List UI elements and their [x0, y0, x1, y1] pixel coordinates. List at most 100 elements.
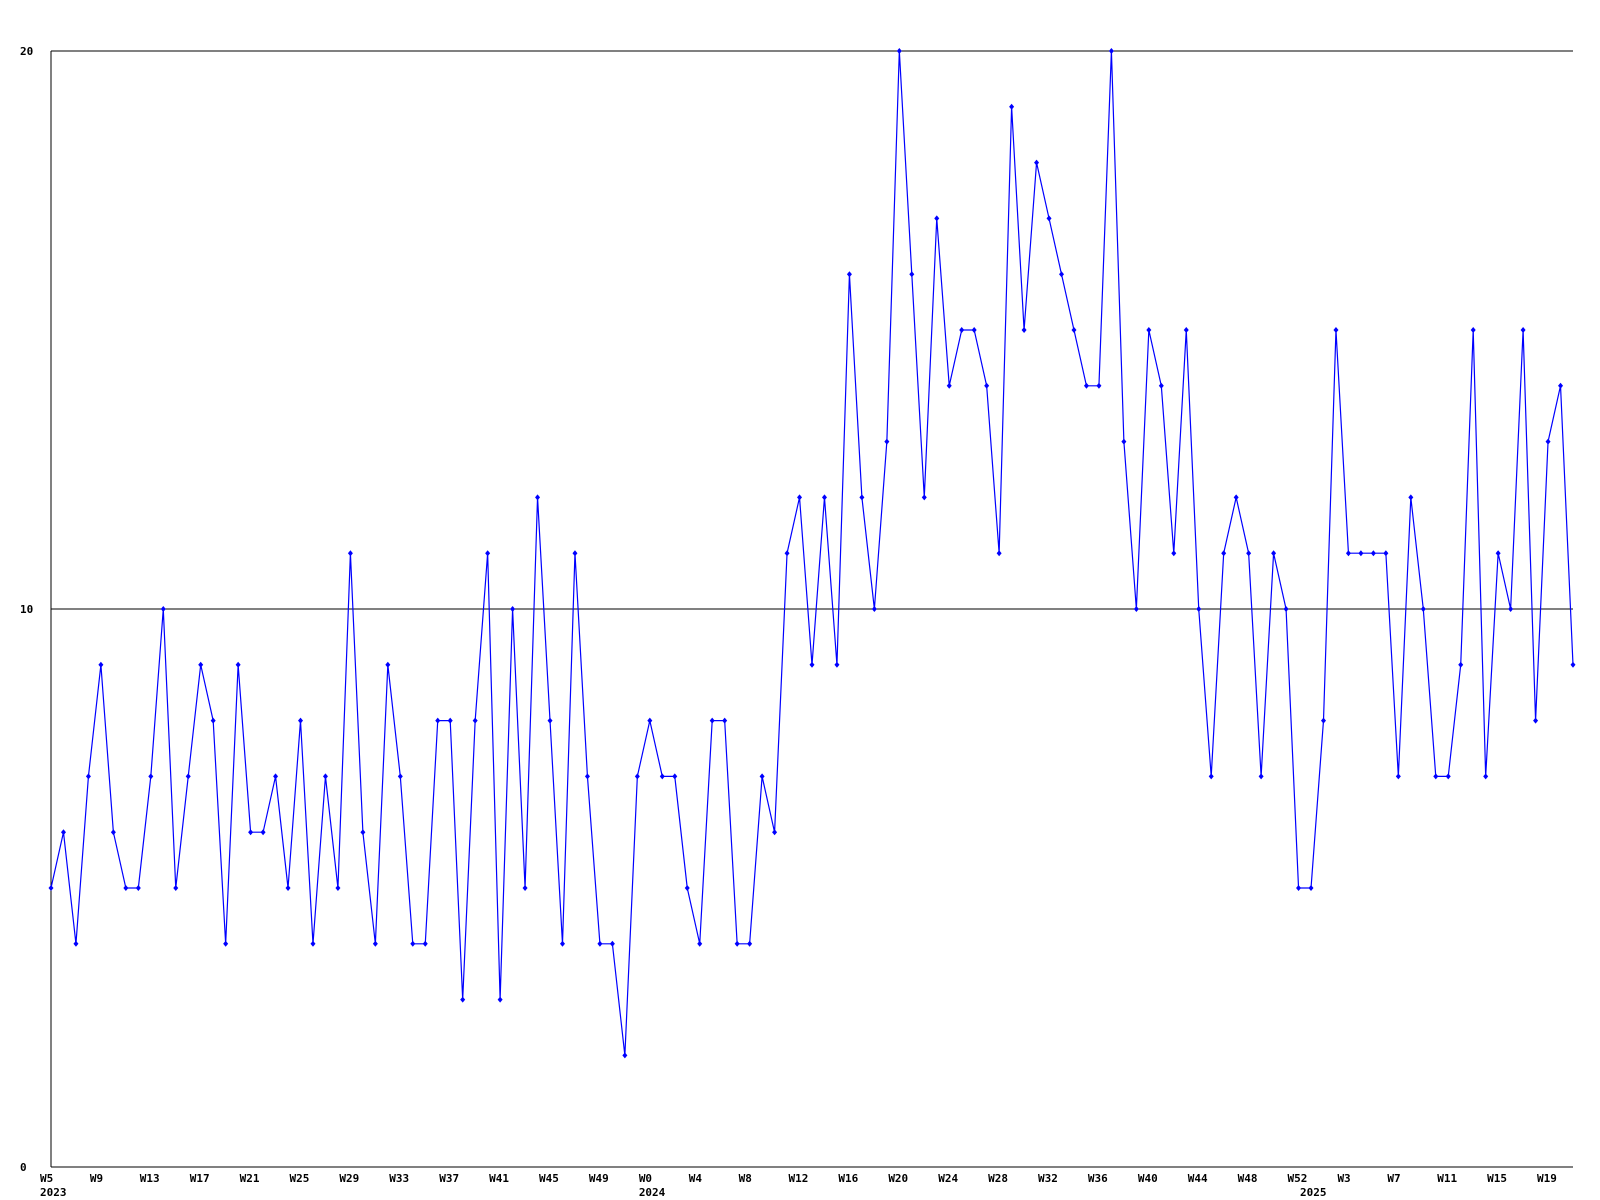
data-point — [1458, 661, 1464, 668]
data-point — [959, 327, 965, 333]
data-point — [360, 829, 366, 836]
data-point — [510, 606, 516, 612]
data-point — [634, 773, 640, 780]
data-point — [1395, 773, 1401, 780]
data-point — [1433, 773, 1439, 780]
x-tick-label: W24 — [938, 1172, 958, 1185]
data-point — [1233, 494, 1239, 501]
data-point — [472, 717, 478, 724]
data-point — [672, 773, 678, 780]
data-point — [1059, 271, 1065, 278]
data-point — [734, 940, 740, 947]
data-point — [1208, 773, 1214, 780]
data-point — [322, 773, 328, 780]
x-tick-label: W7 — [1387, 1172, 1400, 1185]
x-tick-label: W0 — [639, 1172, 652, 1185]
data-point — [273, 773, 279, 780]
data-point — [909, 271, 915, 278]
x-tick-label: W13 — [140, 1172, 160, 1185]
data-point — [1009, 103, 1015, 110]
x-tick-label: W21 — [240, 1172, 260, 1185]
data-point — [385, 661, 391, 668]
data-point — [921, 494, 927, 501]
data-point — [185, 773, 191, 780]
data-point — [1420, 606, 1426, 612]
data-point — [248, 829, 254, 836]
x-group-label: 2023 — [40, 1186, 67, 1199]
x-tick-label: W40 — [1138, 1172, 1158, 1185]
x-tick-label: W19 — [1537, 1172, 1557, 1185]
data-point — [996, 550, 1002, 557]
data-point — [759, 773, 765, 780]
x-tick-label: W33 — [389, 1172, 409, 1185]
x-tick-label: W9 — [90, 1172, 103, 1185]
data-point — [335, 885, 341, 891]
data-point — [1283, 606, 1289, 612]
data-point — [772, 829, 778, 836]
data-point — [173, 885, 179, 891]
data-point — [547, 717, 553, 724]
data-point — [1146, 327, 1152, 333]
data-point — [1096, 382, 1102, 389]
data-point — [572, 550, 578, 557]
x-tick-label: W32 — [1038, 1172, 1058, 1185]
x-tick-label: W44 — [1188, 1172, 1208, 1185]
data-point — [310, 940, 316, 947]
data-point — [535, 494, 541, 501]
x-tick-label: W11 — [1437, 1172, 1457, 1185]
data-point — [821, 494, 827, 501]
x-tick-label: W37 — [439, 1172, 459, 1185]
data-point — [1545, 438, 1551, 445]
data-point — [1370, 550, 1376, 557]
x-tick-label: W48 — [1238, 1172, 1258, 1185]
x-tick-label: W25 — [290, 1172, 310, 1185]
x-tick-label: W4 — [689, 1172, 703, 1185]
x-tick-label: W5 — [40, 1172, 53, 1185]
data-point — [73, 940, 79, 947]
x-tick-label: W15 — [1487, 1172, 1507, 1185]
data-point — [1320, 717, 1326, 724]
x-tick-label: W36 — [1088, 1172, 1108, 1185]
data-point — [846, 271, 852, 278]
x-tick-label: W16 — [838, 1172, 858, 1185]
data-point — [584, 773, 590, 780]
data-point — [1158, 382, 1164, 389]
data-point — [684, 885, 690, 891]
data-point — [609, 940, 615, 947]
data-point — [1383, 550, 1389, 557]
x-tick-label: W45 — [539, 1172, 559, 1185]
x-tick-label: W29 — [339, 1172, 359, 1185]
x-tick-label: W12 — [789, 1172, 809, 1185]
data-point — [1071, 327, 1077, 333]
data-point — [797, 494, 803, 501]
data-point — [1133, 606, 1139, 612]
data-point — [210, 717, 216, 724]
data-point — [460, 996, 466, 1003]
data-point — [722, 717, 728, 724]
data-point — [98, 661, 104, 668]
data-point — [597, 940, 603, 947]
data-point — [1483, 773, 1489, 780]
data-point — [410, 940, 416, 947]
data-point — [1083, 382, 1089, 389]
x-tick-label: W49 — [589, 1172, 609, 1185]
data-point — [1271, 550, 1277, 557]
data-point — [1520, 327, 1526, 333]
data-point — [647, 717, 653, 724]
x-tick-label: W3 — [1337, 1172, 1350, 1185]
x-tick-label: W28 — [988, 1172, 1008, 1185]
data-point — [223, 940, 229, 947]
data-point — [1470, 327, 1476, 333]
data-point — [934, 215, 940, 222]
data-point — [110, 829, 116, 836]
y-tick-label: 10 — [20, 603, 33, 616]
data-point — [784, 550, 790, 557]
data-point — [809, 661, 815, 668]
data-line — [50, 50, 1574, 1056]
data-point — [1408, 494, 1414, 501]
data-point — [559, 940, 565, 947]
data-point — [485, 550, 491, 557]
data-point — [447, 717, 453, 724]
data-point — [1121, 438, 1127, 445]
